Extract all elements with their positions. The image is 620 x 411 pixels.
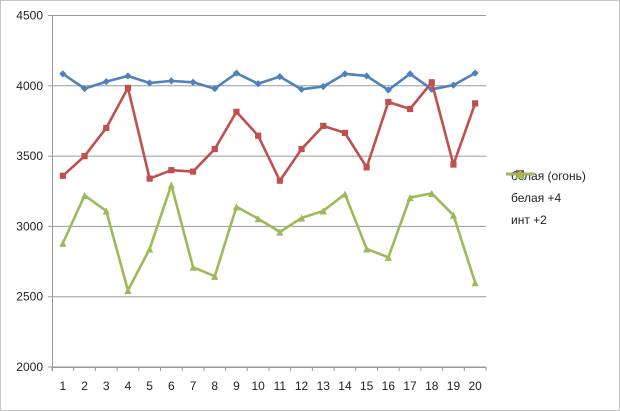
legend: белая (огонь) белая +4 инт +2 (506, 168, 586, 227)
y-tick-label: 2500 (16, 290, 43, 304)
y-tick-label: 4000 (16, 79, 43, 93)
x-tick-label: 20 (468, 379, 482, 393)
x-tick-label: 2 (81, 379, 88, 393)
y-tick-label: 2000 (16, 360, 43, 374)
series-line-0 (62, 71, 476, 92)
x-tick-label: 12 (295, 379, 309, 393)
x-tick-label: 7 (190, 379, 197, 393)
series-line-1 (61, 80, 477, 183)
x-tick-label: 9 (233, 379, 240, 393)
y-axis-labels: 2000 2500 3000 3500 4000 4500 (16, 9, 43, 375)
gridlines (48, 15, 486, 368)
x-tick-label: 8 (211, 379, 218, 393)
legend-marker-triangle-icon (506, 169, 534, 179)
x-tick-label: 11 (274, 379, 287, 393)
x-tick-label: 13 (317, 379, 331, 393)
legend-label: инт +2 (511, 212, 547, 227)
y-tick-label: 3500 (16, 149, 43, 163)
series-2 (59, 181, 479, 294)
y-tick-label: 3000 (16, 219, 43, 233)
x-tick-label: 5 (146, 379, 153, 393)
x-tick-label: 19 (447, 379, 461, 393)
legend-item-belaya-plus4: белая +4 (506, 170, 586, 205)
legend-item-int-plus2: инт +2 (506, 169, 586, 227)
x-tick-label: 1 (60, 379, 67, 393)
x-tick-label: 3 (103, 379, 110, 393)
x-tick-label: 16 (382, 379, 396, 393)
axes (51, 15, 487, 371)
legend-label: белая (огонь) (511, 168, 586, 183)
x-tick-label: 18 (425, 379, 439, 393)
y-tick-label: 4500 (16, 9, 43, 23)
series-line-2 (61, 183, 477, 292)
x-tick-label: 15 (360, 379, 374, 393)
series-0 (59, 69, 479, 94)
legend-label: белая +4 (511, 190, 562, 205)
x-tick-label: 17 (403, 379, 417, 393)
series-1 (59, 79, 479, 184)
x-tick-label: 4 (125, 379, 132, 393)
x-tick-label: 6 (168, 379, 175, 393)
x-axis-labels: 1 2 3 4 5 6 7 8 9 10 11 12 13 14 15 16 17 18 19 20 (60, 379, 483, 393)
x-tick-label: 14 (338, 379, 352, 393)
x-tick-label: 10 (251, 379, 265, 393)
